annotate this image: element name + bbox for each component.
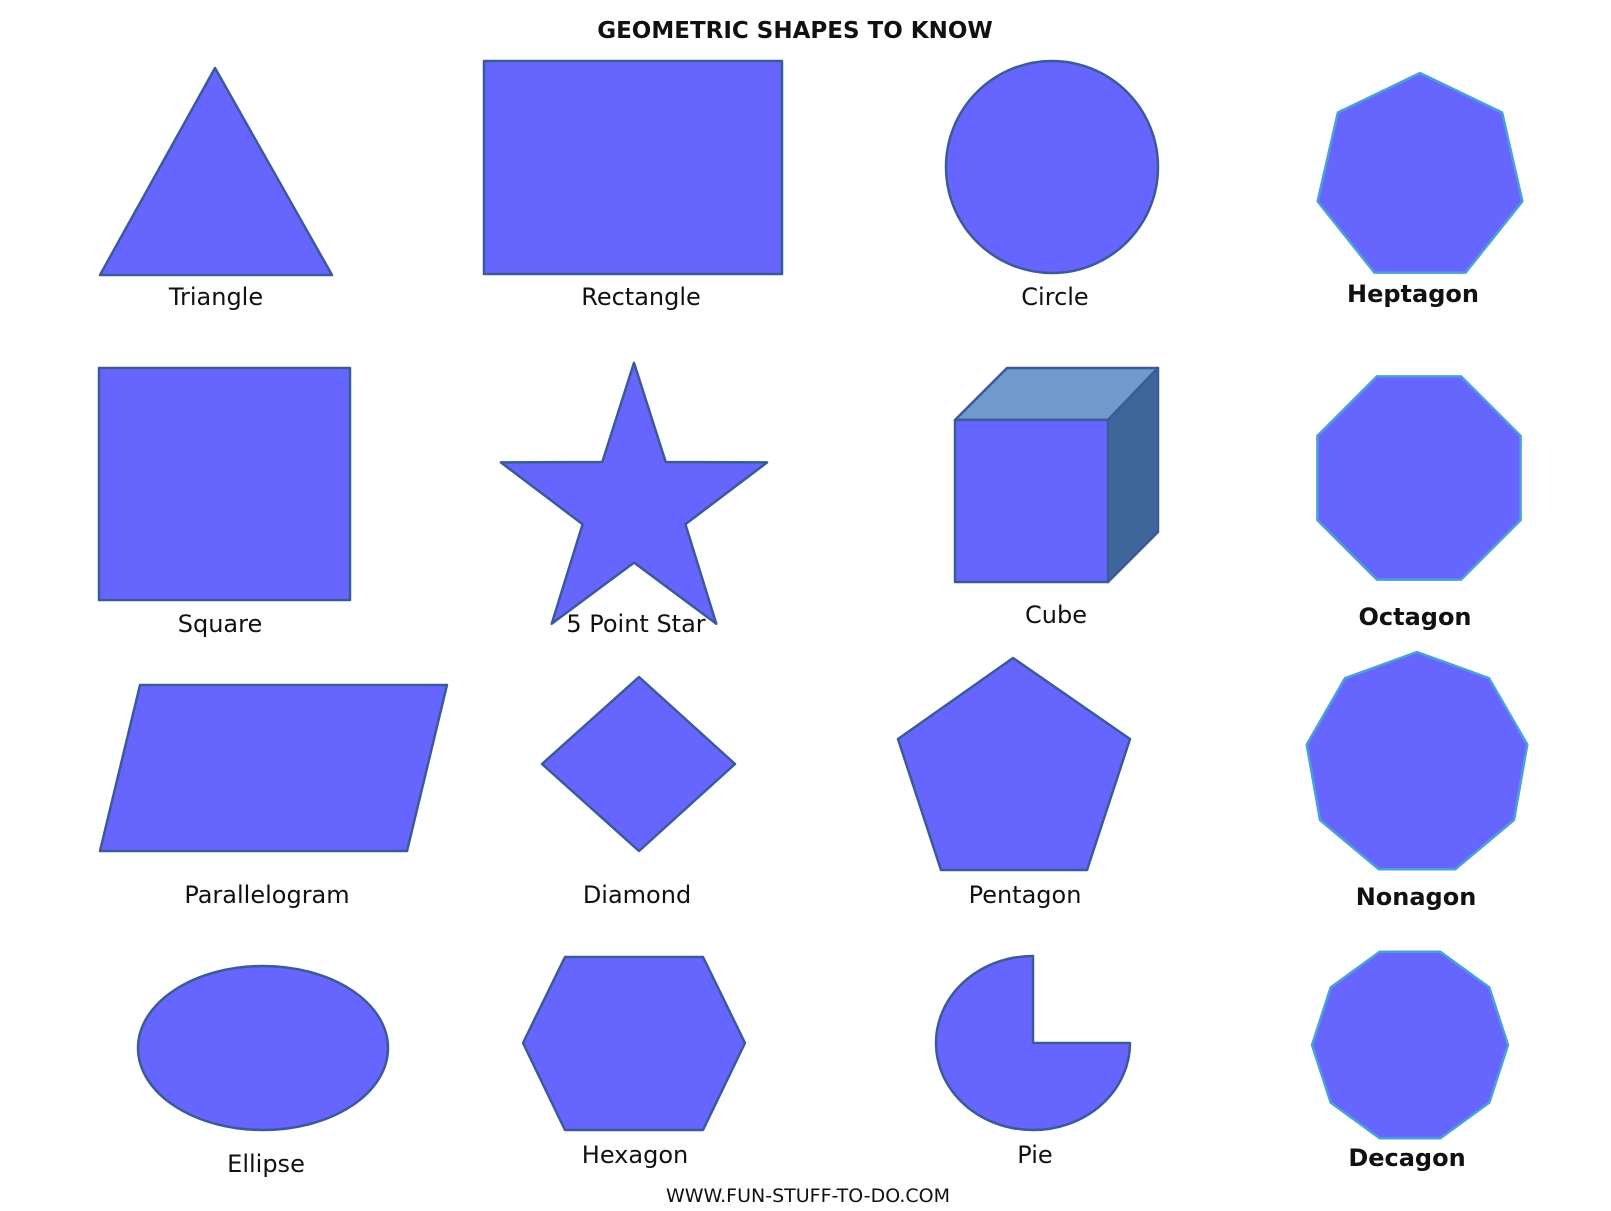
hexagon-shape [521,955,747,1132]
square-shape [97,366,352,602]
diamond-label: Diamond [583,881,691,909]
rectangle-label: Rectangle [581,283,701,311]
pentagon-shape [896,656,1132,872]
pentagon-label: Pentagon [969,881,1082,909]
circle-shape [944,59,1160,275]
decagon-label: Decagon [1348,1144,1465,1172]
page-title: GEOMETRIC SHAPES TO KNOW [597,18,993,44]
cube-front-face [953,418,1110,584]
square-label: Square [178,610,263,638]
footer-url: WWW.FUN-STUFF-TO-DO.COM [666,1185,950,1207]
pie-label: Pie [1017,1141,1052,1169]
heptagon-label: Heptagon [1347,280,1479,308]
circle-label: Circle [1021,283,1088,311]
triangle-label: Triangle [168,283,263,311]
decagon-shape [1310,950,1510,1140]
nonagon-shape [1305,650,1529,871]
parallelogram-shape [98,683,449,853]
star-label: 5 Point Star [566,610,705,638]
parallelogram-label: Parallelogram [184,881,349,909]
heptagon-shape [1316,71,1524,274]
triangle-shape [98,66,334,277]
ellipse-label: Ellipse [227,1150,305,1178]
cube-label: Cube [1025,601,1087,629]
pie-shape [934,954,1132,1132]
ellipse-shape [136,964,390,1132]
hexagon-label: Hexagon [582,1141,688,1169]
nonagon-label: Nonagon [1356,883,1477,911]
star-shape [499,361,769,625]
octagon-shape [1316,375,1522,581]
diamond-shape [540,675,737,853]
cube-shape [953,366,1160,584]
octagon-label: Octagon [1358,603,1471,631]
rectangle-shape [482,59,784,276]
